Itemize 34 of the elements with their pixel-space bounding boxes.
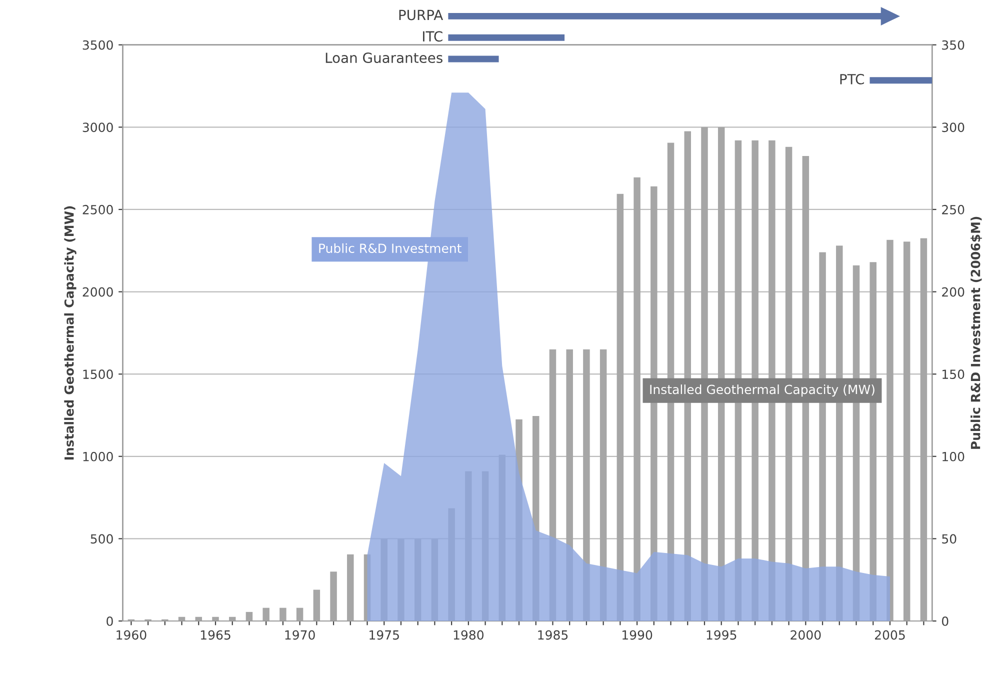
text: Public R&D Investment bbox=[319, 243, 462, 254]
y2-tick-label: 50 bbox=[942, 534, 956, 544]
x-tick-label: 1985 bbox=[538, 630, 568, 640]
category-label: Loan Guarantees bbox=[326, 52, 442, 64]
y-tick-label: 2000 bbox=[82, 287, 113, 297]
y-axis-title: Installed Geothermal Capacity (MW) bbox=[64, 206, 76, 460]
y2-tick-label: 0 bbox=[942, 616, 948, 626]
y-tick-label: 3500 bbox=[82, 40, 113, 50]
y2-tick-label: 150 bbox=[942, 370, 964, 380]
y2-axis-title: Public R&D Investment (2006$M) bbox=[970, 216, 982, 449]
y2-tick-label: 300 bbox=[942, 122, 964, 132]
x-tick-label: 2005 bbox=[874, 630, 905, 640]
y2-tick-label: 100 bbox=[942, 452, 964, 462]
x-tick-label: 1990 bbox=[622, 630, 652, 640]
category-label: ITC bbox=[423, 31, 442, 42]
y-tick-label: 2500 bbox=[82, 204, 113, 214]
y-tick-label: 1000 bbox=[83, 452, 113, 462]
x-tick-label: 1965 bbox=[200, 630, 230, 640]
x-tick-label: 1995 bbox=[706, 630, 736, 640]
y-tick-label: 1500 bbox=[83, 370, 113, 380]
y-tick-label: 0 bbox=[106, 616, 113, 626]
x-tick-label: 2000 bbox=[790, 630, 821, 640]
category-label: PTC bbox=[840, 74, 864, 84]
y-tick-label: 500 bbox=[90, 534, 113, 544]
y2-tick-label: 350 bbox=[942, 40, 964, 50]
y2-tick-label: 200 bbox=[942, 287, 964, 297]
x-tick-label: 1960 bbox=[116, 630, 146, 640]
series-label: Installed Geothermal Capacity (MW) bbox=[650, 384, 874, 397]
y2-tick-label: 250 bbox=[942, 204, 964, 214]
x-tick-label: 1975 bbox=[370, 630, 399, 640]
y-tick-label: 3000 bbox=[82, 122, 113, 132]
x-tick-label: 1980 bbox=[454, 630, 484, 640]
x-tick-label: 1970 bbox=[285, 630, 315, 640]
category-label: PURPA bbox=[399, 10, 444, 20]
